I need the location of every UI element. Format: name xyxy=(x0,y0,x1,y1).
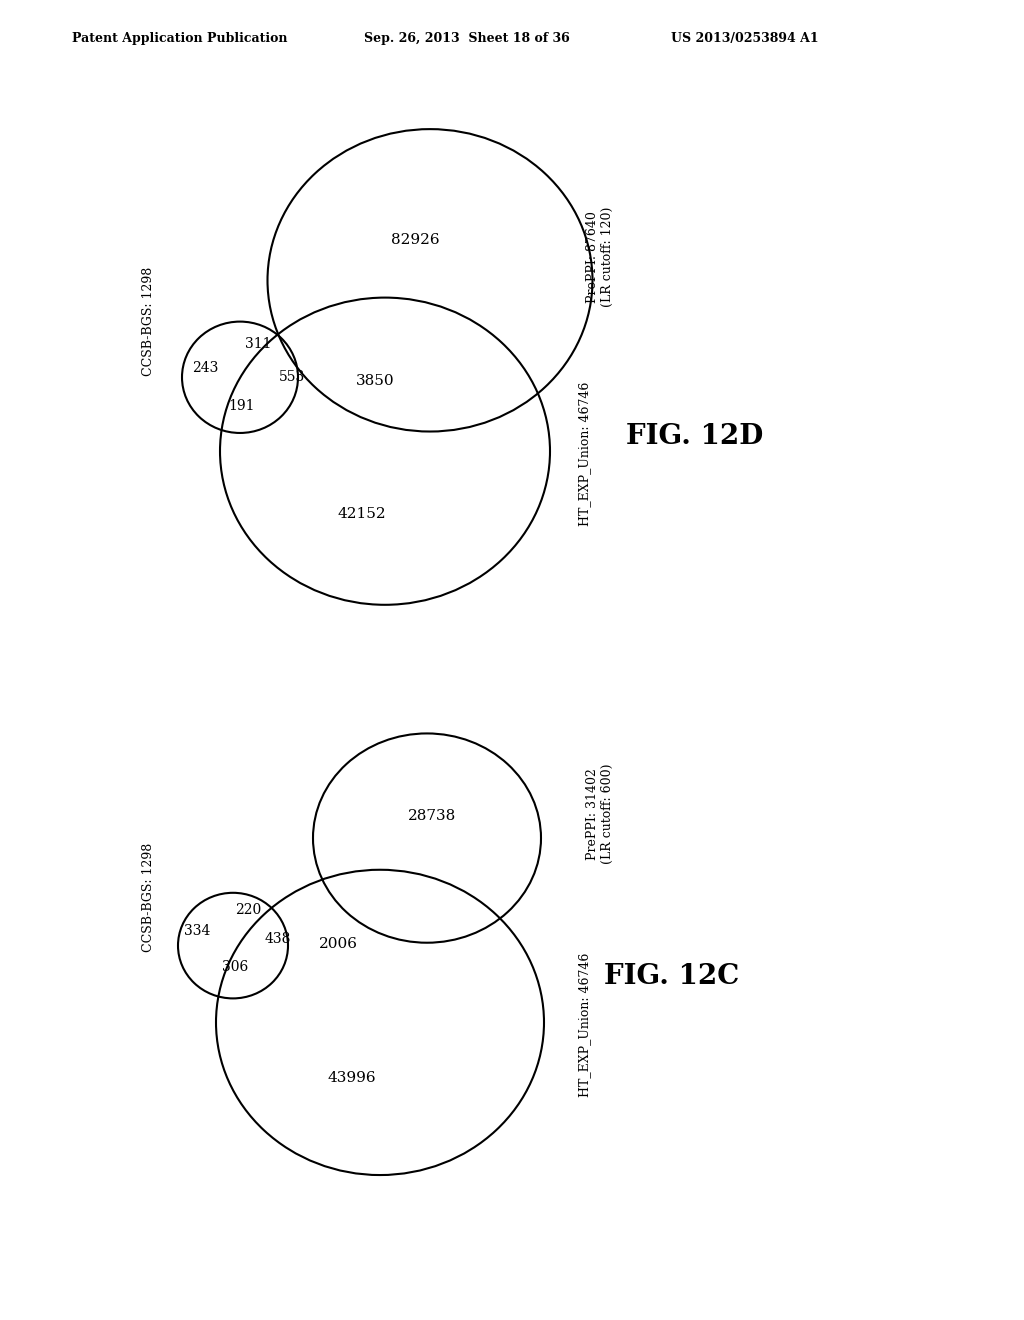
Text: PrePPI: 31402
(LR cutoff: 600): PrePPI: 31402 (LR cutoff: 600) xyxy=(586,764,614,865)
Text: Sep. 26, 2013  Sheet 18 of 36: Sep. 26, 2013 Sheet 18 of 36 xyxy=(364,32,569,45)
Text: 2006: 2006 xyxy=(318,937,357,950)
Text: 28738: 28738 xyxy=(408,809,456,822)
Text: 438: 438 xyxy=(265,932,291,946)
Text: FIG. 12D: FIG. 12D xyxy=(627,424,764,450)
Text: US 2013/0253894 A1: US 2013/0253894 A1 xyxy=(671,32,818,45)
Text: CCSB-BGS: 1298: CCSB-BGS: 1298 xyxy=(141,843,155,952)
Text: 311: 311 xyxy=(245,337,271,351)
Text: 42152: 42152 xyxy=(338,507,386,520)
Text: 82926: 82926 xyxy=(391,234,439,247)
Text: 334: 334 xyxy=(184,924,210,939)
Text: 43996: 43996 xyxy=(328,1071,376,1085)
Text: 553: 553 xyxy=(279,371,305,384)
Text: PrePPI: 87640
(LR cutoff: 120): PrePPI: 87640 (LR cutoff: 120) xyxy=(586,207,614,308)
Text: FIG. 12C: FIG. 12C xyxy=(604,962,739,990)
Text: HT_EXP_Union: 46746: HT_EXP_Union: 46746 xyxy=(579,952,592,1097)
Text: Patent Application Publication: Patent Application Publication xyxy=(72,32,287,45)
Text: CCSB-BGS: 1298: CCSB-BGS: 1298 xyxy=(141,267,155,376)
Text: 3850: 3850 xyxy=(355,374,394,388)
Text: 306: 306 xyxy=(222,960,248,974)
Text: 220: 220 xyxy=(234,903,261,917)
Text: HT_EXP_Union: 46746: HT_EXP_Union: 46746 xyxy=(579,381,592,527)
Text: 243: 243 xyxy=(191,360,218,375)
Text: 191: 191 xyxy=(228,399,255,413)
